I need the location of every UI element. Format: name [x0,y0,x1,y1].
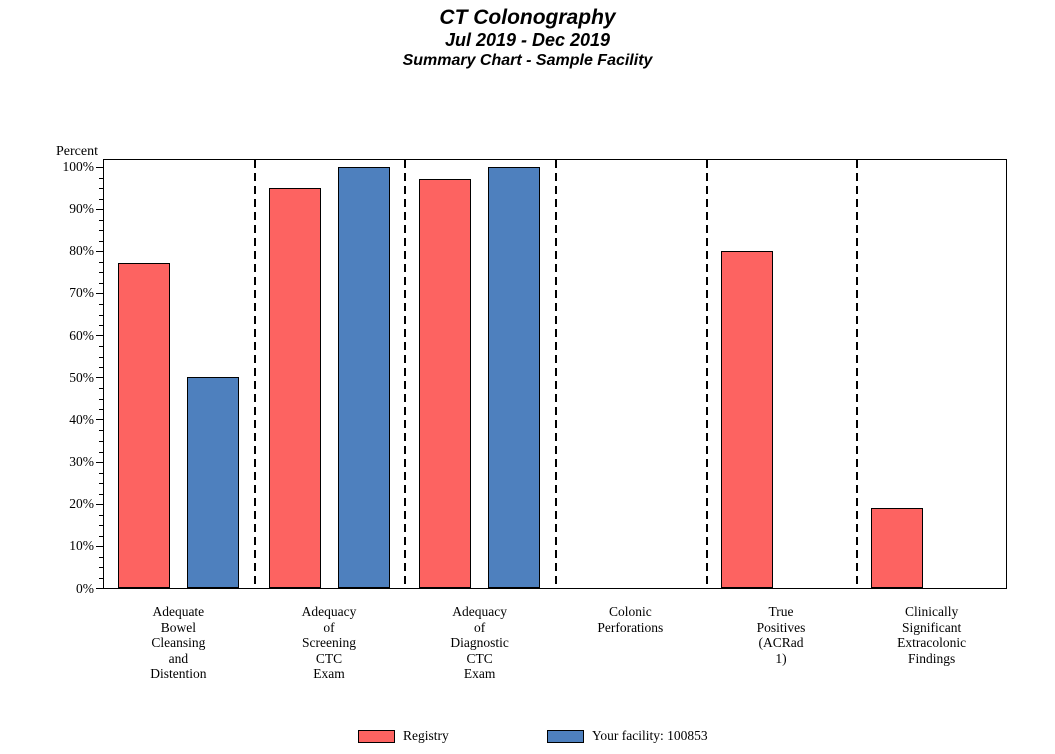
y-minor-tick [99,272,103,274]
y-major-tick [96,545,103,547]
y-major-tick [96,503,103,505]
y-minor-tick [99,577,103,579]
y-major-tick [96,419,103,421]
facility-bar-3 [488,166,541,588]
y-minor-tick [99,356,103,358]
registry-bar-5 [720,250,773,588]
y-minor-tick [99,388,103,390]
y-major-tick [96,461,103,463]
chart-title-line3: Summary Chart - Sample Facility [402,52,653,69]
y-minor-tick [99,398,103,400]
group-separator-dashed-line [253,160,256,588]
y-tick-label: 60% [69,327,94,343]
facility-bar-1 [187,377,239,588]
y-minor-tick [99,556,103,558]
category-label-6: Clinically Significant Extracolonic Find… [897,604,967,666]
legend-label-facility: Your facility: 100853 [592,728,708,743]
y-tick-label: 50% [69,369,94,385]
y-minor-tick [99,514,103,516]
registry-bar-1 [118,263,170,588]
y-major-tick [96,377,103,379]
y-minor-tick [99,440,103,442]
legend-item-facility: Your facility: 100853 [547,728,708,744]
y-tick-label: 40% [69,411,94,427]
y-minor-tick [99,230,103,232]
y-axis-title: Percent [56,144,98,159]
legend: Registry Your facility: 100853 [0,728,1055,748]
y-minor-tick [99,325,103,327]
y-minor-tick [99,430,103,432]
category-label-2: Adequacy of Screening CTC Exam [301,604,357,681]
y-minor-tick [99,567,103,569]
y-tick-label: 0% [76,580,94,596]
category-label-4: Colonic Perforations [597,604,664,635]
registry-bar-6 [871,507,924,588]
category-label-1: Adequate Bowel Cleansing and Distention [150,604,207,681]
y-minor-tick [99,314,103,316]
y-minor-tick [99,483,103,485]
facility-swatch [547,729,584,743]
y-tick-label: 90% [69,201,94,217]
group-separator-dashed-line [856,160,859,588]
y-tick-label: 70% [69,285,94,301]
y-minor-tick [99,493,103,495]
y-tick-label: 100% [62,159,95,174]
y-minor-tick [99,188,103,190]
y-minor-tick [99,367,103,369]
y-tick-label: 10% [69,538,94,554]
y-tick-label: 80% [69,243,94,259]
y-minor-tick [99,525,103,527]
y-tick-label: 30% [69,454,94,470]
category-label-5: True Positives (ACRad 1) [756,604,806,666]
registry-swatch [358,729,395,743]
category-label-3: Adequacy of Diagnostic CTC Exam [450,604,509,681]
y-tick-label: 20% [69,496,94,512]
chart-title: CT Colonography Jul 2019 - Dec 2019 Summ… [0,6,1055,71]
y-minor-tick [99,282,103,284]
chart-title-line1: CT Colonography [439,6,616,29]
y-major-tick [96,166,103,168]
y-major-tick [96,250,103,252]
registry-bar-3 [419,179,472,588]
y-minor-tick [99,303,103,305]
registry-bar-2 [268,187,321,588]
y-minor-tick [99,198,103,200]
y-minor-tick [99,240,103,242]
y-minor-tick [99,409,103,411]
y-major-tick [96,588,103,589]
y-minor-tick [99,219,103,221]
facility-bar-2 [337,166,390,588]
plot-area [103,159,1007,589]
y-minor-tick [99,261,103,263]
y-minor-tick [99,177,103,179]
y-major-tick [96,208,103,210]
legend-label-registry: Registry [403,728,449,743]
y-major-tick [96,292,103,294]
y-minor-tick [99,451,103,453]
group-separator-dashed-line [404,160,407,588]
y-minor-tick [99,472,103,474]
group-separator-dashed-line [555,160,557,588]
legend-item-registry: Registry [358,728,449,744]
chart-title-line2: Jul 2019 - Dec 2019 [444,30,611,50]
group-separator-dashed-line [705,160,708,588]
y-minor-tick [99,346,103,348]
y-minor-tick [99,535,103,537]
y-major-tick [96,335,103,337]
